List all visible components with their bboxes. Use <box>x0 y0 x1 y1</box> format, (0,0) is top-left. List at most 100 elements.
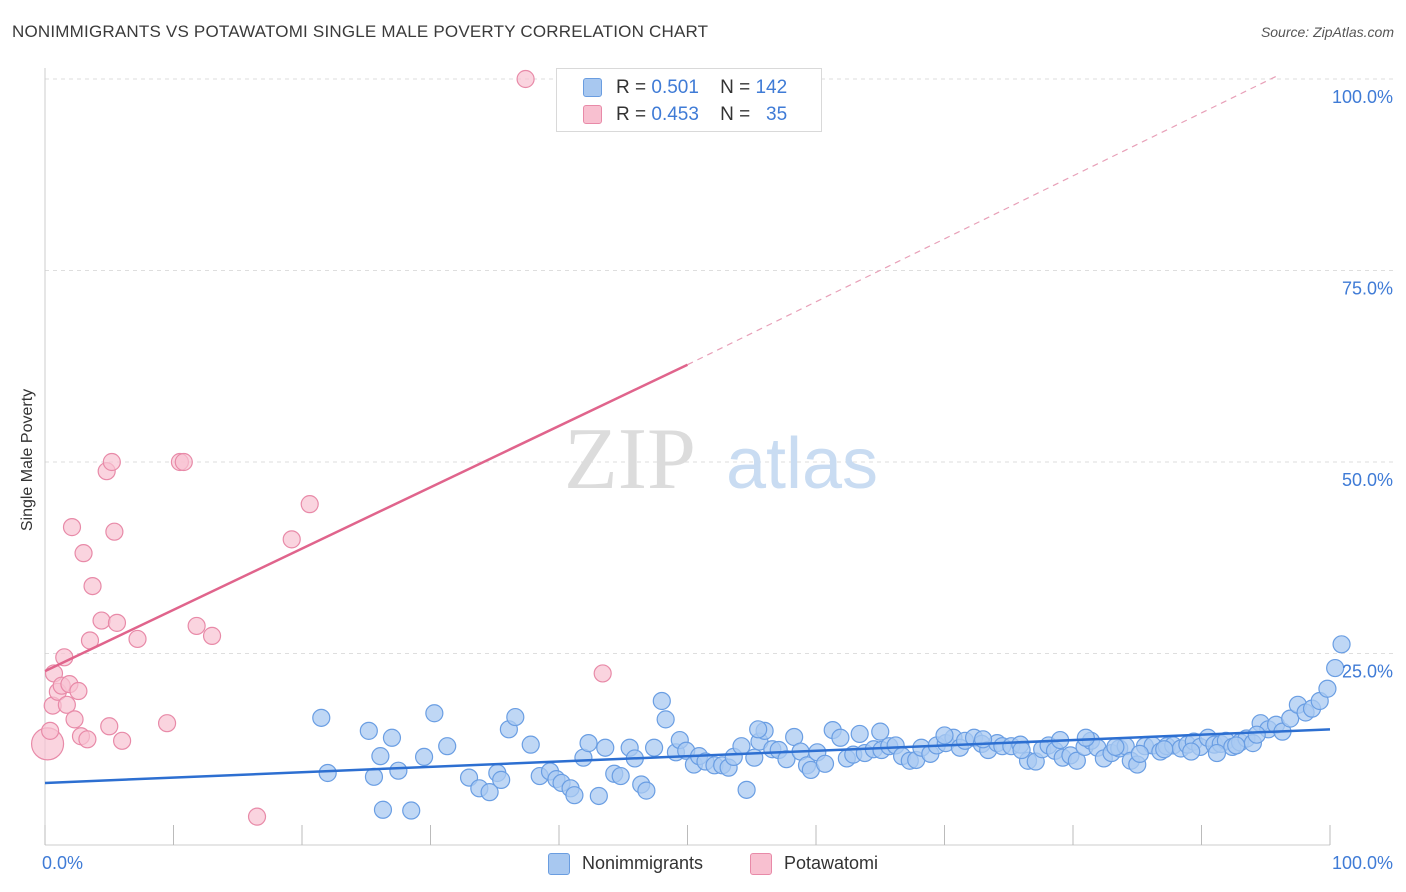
data-point-nonimmigrants <box>815 754 835 773</box>
data-point-nonimmigrants <box>637 781 656 800</box>
data-point-potawatomi <box>65 710 84 729</box>
data-point-nonimmigrants <box>737 780 756 799</box>
trend-line-nonimmigrants <box>44 728 1331 785</box>
data-point-nonimmigrants <box>1247 725 1266 744</box>
data-point-potawatomi <box>174 452 193 472</box>
bottom-legend-swatch-blue <box>548 853 570 875</box>
data-point-potawatomi <box>107 613 127 632</box>
data-point-potawatomi <box>247 807 267 826</box>
legend-r-label: R = <box>616 77 647 98</box>
data-point-nonimmigrants <box>1130 744 1149 763</box>
chart-title: NONIMMIGRANTS VS POTAWATOMI SINGLE MALE … <box>12 22 709 41</box>
data-point-potawatomi <box>187 616 206 636</box>
data-point-nonimmigrants <box>521 735 540 754</box>
data-point-potawatomi <box>74 544 93 563</box>
data-point-nonimmigrants <box>745 748 764 767</box>
data-point-potawatomi <box>128 629 147 649</box>
grid-lines <box>45 78 1395 654</box>
data-point-potawatomi <box>105 522 124 541</box>
data-point-nonimmigrants <box>652 691 671 711</box>
data-point-nonimmigrants <box>382 728 402 747</box>
data-point-nonimmigrants <box>373 800 393 819</box>
data-point-potawatomi <box>92 611 111 630</box>
source-credit: Source: ZipAtlas.com <box>1260 24 1394 40</box>
data-point-potawatomi <box>62 518 82 537</box>
data-point-nonimmigrants <box>1067 751 1086 770</box>
data-point-potawatomi <box>69 681 88 701</box>
y-tick-label: 50.0% <box>1342 470 1393 490</box>
legend-r-label: R = <box>616 104 647 125</box>
data-point-potawatomi <box>112 731 132 750</box>
legend-n-label: N = <box>720 104 751 125</box>
bottom-legend-label: Nonimmigrants <box>582 853 704 873</box>
legend-n-value: 142 <box>755 77 788 98</box>
data-point-potawatomi <box>78 730 97 749</box>
data-point-nonimmigrants <box>1332 635 1351 654</box>
data-point-nonimmigrants <box>871 722 890 741</box>
data-point-nonimmigrants <box>425 704 444 723</box>
data-point-nonimmigrants <box>359 721 378 740</box>
data-point-nonimmigrants <box>492 770 511 789</box>
data-point-potawatomi <box>202 626 222 645</box>
data-point-nonimmigrants <box>371 747 390 766</box>
data-point-nonimmigrants <box>579 734 598 753</box>
legend-n-value: 35 <box>766 104 788 125</box>
data-point-nonimmigrants <box>749 720 768 739</box>
data-point-nonimmigrants <box>438 737 457 756</box>
watermark-atlas: atlas <box>726 424 878 504</box>
data-point-potawatomi <box>516 69 535 89</box>
y-tick-label: 75.0% <box>1342 279 1393 299</box>
data-point-potawatomi <box>593 664 612 683</box>
data-point-potawatomi <box>41 721 60 740</box>
correlation-legend: R = 0.501 N = 142 R = 0.453 N = 35 <box>556 68 822 132</box>
data-point-potawatomi <box>83 576 102 596</box>
legend-r-value: 0.501 <box>651 77 699 98</box>
trend-lines <box>44 74 1331 785</box>
y-tick-label: 100.0% <box>1332 87 1393 107</box>
series-nonimmigrants-points <box>312 635 1351 820</box>
data-point-nonimmigrants <box>318 763 337 783</box>
data-point-nonimmigrants <box>402 801 421 820</box>
data-point-nonimmigrants <box>480 783 499 802</box>
trend-line-potawatomi <box>44 363 689 673</box>
x-tick-label-max: 100.0% <box>1332 853 1393 873</box>
data-point-nonimmigrants <box>1106 737 1125 757</box>
data-point-nonimmigrants <box>589 786 608 806</box>
data-point-nonimmigrants <box>1326 658 1345 678</box>
data-point-nonimmigrants <box>1012 740 1031 760</box>
data-point-nonimmigrants <box>389 761 408 780</box>
data-point-potawatomi <box>157 714 177 733</box>
data-point-nonimmigrants <box>611 766 630 786</box>
data-point-potawatomi <box>102 452 121 472</box>
data-point-potawatomi <box>282 530 301 549</box>
bottom-legend-label: Potawatomi <box>784 853 879 873</box>
data-point-nonimmigrants <box>506 707 525 727</box>
axes <box>44 68 1331 846</box>
data-point-nonimmigrants <box>596 738 615 757</box>
data-point-nonimmigrants <box>656 710 675 729</box>
data-point-nonimmigrants <box>1318 679 1337 698</box>
data-point-nonimmigrants <box>414 747 434 767</box>
data-point-nonimmigrants <box>364 767 384 786</box>
data-point-nonimmigrants <box>1281 709 1300 728</box>
data-point-nonimmigrants <box>644 738 664 757</box>
data-point-nonimmigrants <box>312 708 331 727</box>
watermark-zip: ZIP <box>564 411 696 508</box>
data-point-potawatomi <box>100 717 119 736</box>
series-potawatomi-points <box>30 69 612 826</box>
data-point-nonimmigrants <box>1207 743 1227 763</box>
data-point-potawatomi <box>300 495 319 514</box>
watermark: ZIP atlas <box>564 411 878 508</box>
data-point-nonimmigrants <box>850 724 869 744</box>
data-point-potawatomi <box>57 695 76 714</box>
data-point-nonimmigrants <box>1076 728 1095 747</box>
data-point-nonimmigrants <box>1227 736 1246 755</box>
legend-swatch-pink <box>583 105 602 124</box>
legend-n-label: N = <box>720 77 751 98</box>
legend-r-value: 0.453 <box>651 104 699 125</box>
bottom-legend-swatch-pink <box>750 853 772 875</box>
data-point-nonimmigrants <box>1182 742 1201 761</box>
data-point-nonimmigrants <box>1155 740 1174 759</box>
data-point-nonimmigrants <box>831 728 850 747</box>
